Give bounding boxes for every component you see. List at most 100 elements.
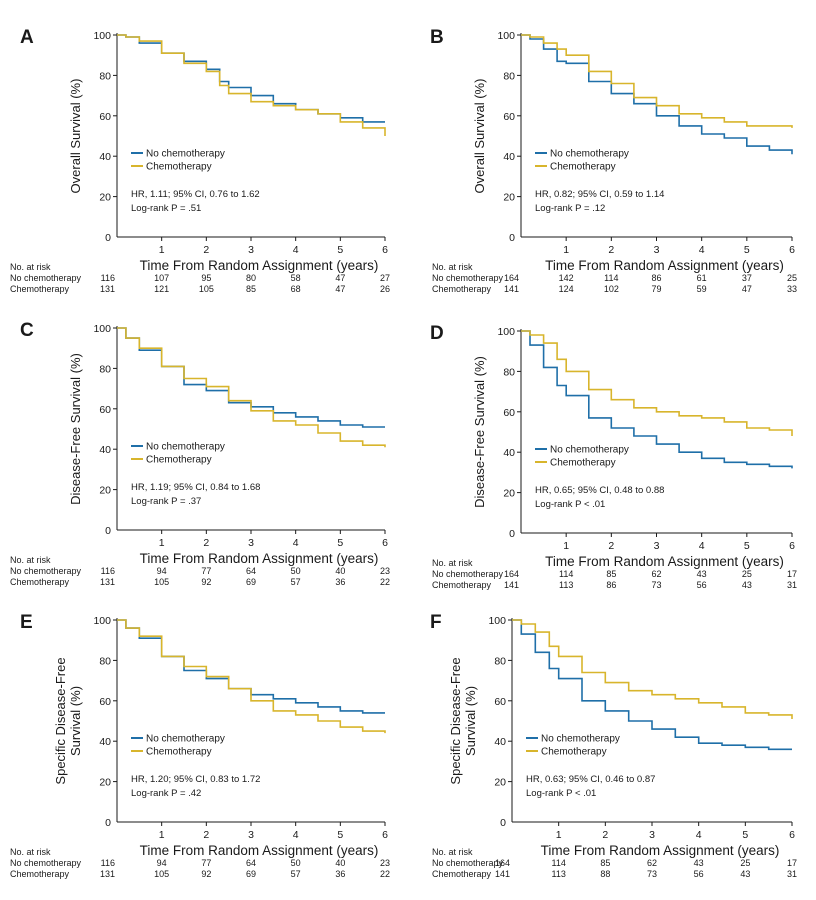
y-tick-label: 80 bbox=[503, 70, 515, 82]
x-tick-label: 3 bbox=[248, 537, 254, 549]
risk-table-value: 131 bbox=[100, 284, 115, 294]
risk-table-value: 62 bbox=[647, 858, 657, 868]
risk-table-value: 58 bbox=[291, 273, 301, 283]
y-tick-label: 100 bbox=[93, 30, 111, 42]
risk-table-value: 59 bbox=[697, 284, 707, 294]
legend-label: No chemotherapy bbox=[550, 445, 629, 456]
x-tick-label: 4 bbox=[293, 537, 299, 549]
y-axis-label: Overall Survival (%) bbox=[472, 79, 487, 194]
log-rank-text: Log-rank P = .51 bbox=[131, 203, 201, 214]
risk-table-row-label: Chemotherapy bbox=[10, 284, 70, 294]
panel-letter: E bbox=[20, 612, 33, 633]
risk-table-value: 69 bbox=[246, 577, 256, 587]
legend-label: Chemotherapy bbox=[541, 747, 607, 758]
y-tick-label: 20 bbox=[503, 192, 515, 204]
y-axis-label: Disease-Free Survival (%) bbox=[68, 353, 83, 505]
risk-table-value: 114 bbox=[604, 273, 618, 283]
survival-curve-chemotherapy bbox=[117, 34, 386, 136]
x-tick-label: 5 bbox=[744, 540, 750, 552]
y-tick-label: 0 bbox=[105, 525, 111, 537]
risk-table-value: 114 bbox=[551, 858, 565, 868]
hazard-ratio-text: HR, 1.19; 95% CI, 0.84 to 1.68 bbox=[131, 482, 260, 493]
risk-table-value: 33 bbox=[787, 284, 797, 294]
risk-table-value: 43 bbox=[697, 569, 707, 579]
y-tick-label: 20 bbox=[99, 485, 111, 497]
y-tick-label: 80 bbox=[494, 655, 506, 667]
risk-table-value: 141 bbox=[495, 869, 510, 879]
risk-table-value: 73 bbox=[647, 869, 657, 879]
y-tick-label: 80 bbox=[99, 655, 111, 667]
x-tick-label: 2 bbox=[608, 540, 614, 552]
risk-table-value: 64 bbox=[246, 858, 256, 868]
risk-table-value: 40 bbox=[335, 566, 345, 576]
x-tick-label: 2 bbox=[203, 537, 209, 549]
risk-table-value: 94 bbox=[157, 858, 167, 868]
y-axis-label: Overall Survival (%) bbox=[68, 79, 83, 194]
y-tick-label: 40 bbox=[99, 151, 111, 163]
log-rank-text: Log-rank P < .01 bbox=[535, 499, 605, 510]
y-tick-label: 20 bbox=[494, 777, 506, 789]
survival-curve-no-chemotherapy bbox=[117, 327, 385, 428]
y-tick-label: 60 bbox=[99, 111, 111, 123]
x-tick-label: 1 bbox=[563, 540, 569, 552]
risk-table-value: 17 bbox=[787, 569, 797, 579]
risk-table-header: No. at risk bbox=[10, 847, 51, 857]
y-tick-label: 80 bbox=[99, 363, 111, 375]
x-tick-label: 4 bbox=[293, 829, 299, 841]
hazard-ratio-text: HR, 0.63; 95% CI, 0.46 to 0.87 bbox=[526, 774, 655, 785]
y-tick-label: 100 bbox=[488, 615, 506, 627]
y-tick-label: 20 bbox=[503, 488, 515, 500]
risk-table-value: 113 bbox=[559, 580, 573, 590]
risk-table-value: 116 bbox=[101, 273, 115, 283]
x-tick-label: 2 bbox=[608, 244, 614, 256]
risk-table-value: 116 bbox=[101, 566, 115, 576]
x-axis-label: Time From Random Assignment (years) bbox=[541, 843, 780, 858]
risk-table-value: 92 bbox=[201, 869, 211, 879]
legend-label: No chemotherapy bbox=[541, 734, 620, 745]
y-tick-label: 40 bbox=[503, 447, 515, 459]
x-tick-label: 4 bbox=[699, 540, 705, 552]
risk-table-row-label: Chemotherapy bbox=[432, 284, 492, 294]
survival-curve-chemotherapy bbox=[512, 619, 793, 719]
risk-table-value: 85 bbox=[600, 858, 610, 868]
risk-table-row-label: Chemotherapy bbox=[10, 869, 70, 879]
risk-table-value: 43 bbox=[694, 858, 704, 868]
y-tick-label: 60 bbox=[494, 696, 506, 708]
x-axis-label: Time From Random Assignment (years) bbox=[545, 258, 784, 273]
risk-table-value: 56 bbox=[694, 869, 704, 879]
x-tick-label: 1 bbox=[563, 244, 569, 256]
risk-table-value: 92 bbox=[201, 577, 211, 587]
x-tick-label: 1 bbox=[159, 829, 165, 841]
y-tick-label: 100 bbox=[93, 323, 111, 335]
x-axis-label: Time From Random Assignment (years) bbox=[140, 258, 379, 273]
risk-table-value: 69 bbox=[246, 869, 256, 879]
x-tick-label: 6 bbox=[382, 244, 388, 256]
y-tick-label: 40 bbox=[99, 736, 111, 748]
x-axis-label: Time From Random Assignment (years) bbox=[140, 843, 379, 858]
risk-table-value: 86 bbox=[606, 580, 616, 590]
panel-letter: B bbox=[430, 27, 444, 48]
risk-table-value: 86 bbox=[651, 273, 661, 283]
log-rank-text: Log-rank P = .42 bbox=[131, 788, 201, 799]
risk-table-value: 43 bbox=[742, 580, 752, 590]
survival-curve-no-chemotherapy bbox=[117, 34, 385, 123]
risk-table-value: 164 bbox=[504, 569, 519, 579]
y-tick-label: 100 bbox=[93, 615, 111, 627]
y-axis-label: Survival (%) bbox=[68, 686, 83, 756]
risk-table-row-label: No chemotherapy bbox=[432, 569, 504, 579]
x-tick-label: 5 bbox=[337, 244, 343, 256]
risk-table-row-label: No chemotherapy bbox=[10, 273, 82, 283]
risk-table-value: 77 bbox=[201, 566, 211, 576]
risk-table-value: 77 bbox=[201, 858, 211, 868]
risk-table-value: 68 bbox=[291, 284, 301, 294]
y-tick-label: 80 bbox=[99, 70, 111, 82]
risk-table-value: 79 bbox=[651, 284, 661, 294]
x-tick-label: 2 bbox=[203, 829, 209, 841]
risk-table-row-label: Chemotherapy bbox=[10, 577, 70, 587]
x-tick-label: 6 bbox=[382, 537, 388, 549]
risk-table-row-label: Chemotherapy bbox=[432, 869, 492, 879]
risk-table-value: 164 bbox=[495, 858, 510, 868]
